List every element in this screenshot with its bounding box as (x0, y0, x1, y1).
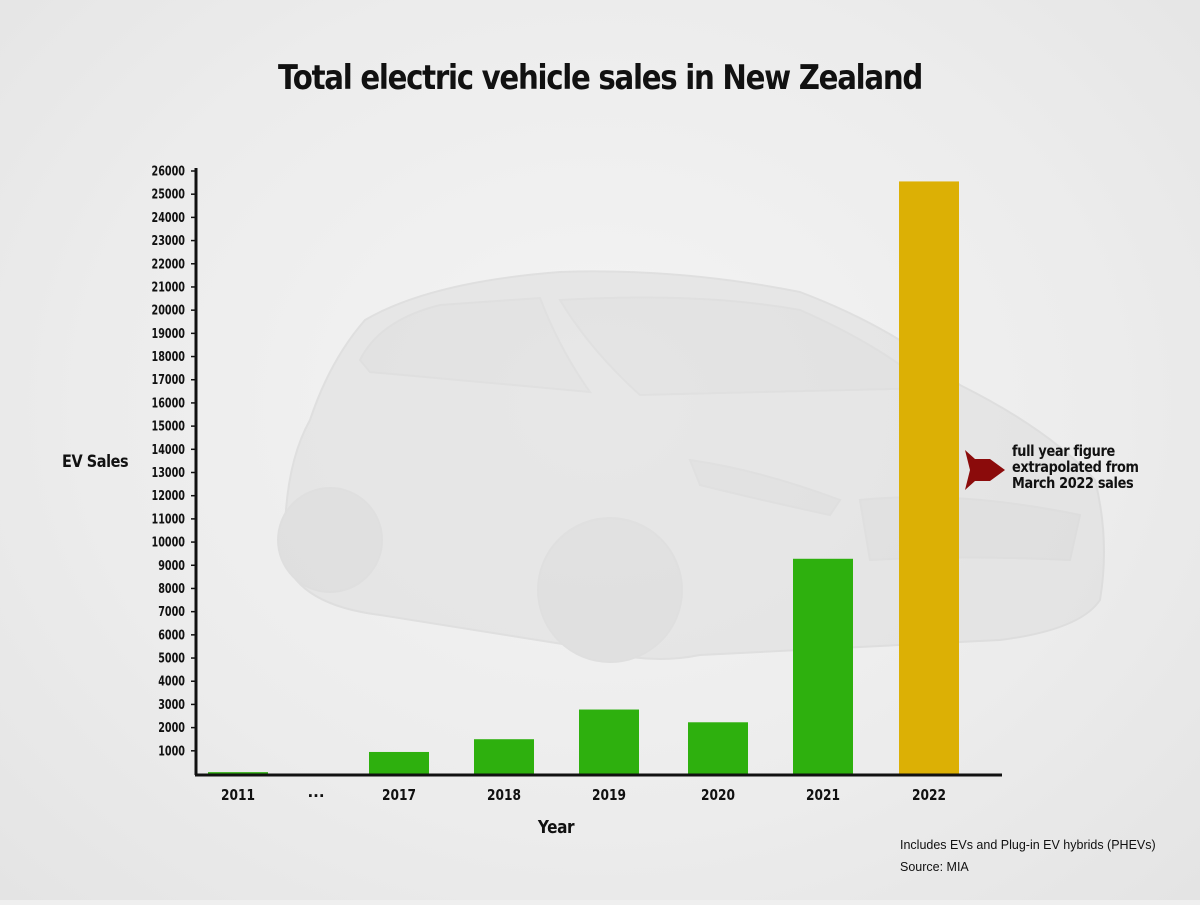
x-tick-label-2018: 2018 (487, 786, 521, 804)
y-tick-label: 11000 (152, 512, 186, 527)
chart-title: Total electric vehicle sales in New Zeal… (277, 58, 923, 98)
source-note: Source: MIA (900, 860, 969, 874)
car-side-window (358, 296, 593, 394)
y-tick-label: 24000 (152, 211, 186, 226)
arrow-icon (965, 450, 1005, 490)
y-tick-label: 19000 (152, 327, 186, 342)
annotation-line-1: full year figure (1012, 442, 1115, 460)
extrapolation-annotation: full year figure extrapolated from March… (1012, 443, 1139, 491)
y-tick-label: 15000 (152, 420, 186, 435)
car-front-wheel (537, 517, 683, 663)
x-tick-label-2011: 2011 (221, 786, 255, 804)
y-tick-label: 22000 (152, 257, 186, 272)
y-tick-label: 14000 (152, 443, 186, 458)
y-axis-ticks: 1000 2000 3000 4000 5000 6000 7000 8000 9000 1000… (152, 165, 196, 759)
bars-group (208, 181, 959, 775)
car-rear-wheel (277, 487, 383, 593)
x-tick-label-2019: 2019 (592, 786, 626, 804)
y-tick-label: 8000 (158, 582, 185, 597)
y-tick-label: 3000 (158, 698, 185, 713)
y-tick-label: 20000 (152, 304, 186, 319)
y-tick-label: 18000 (152, 350, 186, 365)
x-tick-label-2022: 2022 (912, 786, 946, 804)
bar-2011 (208, 772, 268, 774)
x-tick-label-2020: 2020 (701, 786, 735, 804)
y-tick-label: 10000 (152, 536, 186, 551)
y-tick-label: 9000 (158, 559, 185, 574)
bar-2020 (688, 722, 748, 774)
x-axis-ticks: 2011... 2017 2018 2019 2020 2021 2022 (221, 783, 946, 804)
bar-2018 (474, 739, 534, 774)
car-headlight (688, 458, 842, 517)
x-tick-label-2017: 2017 (382, 786, 416, 804)
y-tick-label: 26000 (152, 165, 186, 180)
y-tick-label: 17000 (152, 373, 186, 388)
x-tick-label-2021: 2021 (806, 786, 840, 804)
annotation-line-3: March 2022 sales (1012, 474, 1134, 492)
x-tick-label-ellipsis: ... (307, 783, 324, 801)
y-tick-label: 6000 (158, 628, 185, 643)
y-tick-label: 4000 (158, 675, 185, 690)
y-tick-label: 16000 (152, 396, 186, 411)
bar-2022 (899, 181, 959, 775)
y-tick-label: 21000 (152, 280, 186, 295)
footnote: Includes EVs and Plug-in EV hybrids (PHE… (900, 838, 1156, 852)
y-tick-label: 23000 (152, 234, 186, 249)
bar-2019 (579, 709, 639, 774)
y-tick-label: 7000 (158, 605, 185, 620)
y-tick-label: 25000 (152, 188, 186, 203)
x-axis-label: Year (537, 817, 575, 838)
car-windshield (558, 296, 933, 397)
bar-2017 (369, 751, 429, 774)
bar-2021 (793, 558, 853, 774)
y-tick-label: 5000 (158, 652, 185, 667)
y-tick-label: 13000 (152, 466, 186, 481)
y-axis-label: EV Sales (62, 452, 129, 472)
y-tick-label: 2000 (158, 721, 185, 736)
y-tick-label: 12000 (152, 489, 186, 504)
y-tick-label: 1000 (158, 744, 185, 759)
annotation-line-2: extrapolated from (1012, 458, 1139, 476)
